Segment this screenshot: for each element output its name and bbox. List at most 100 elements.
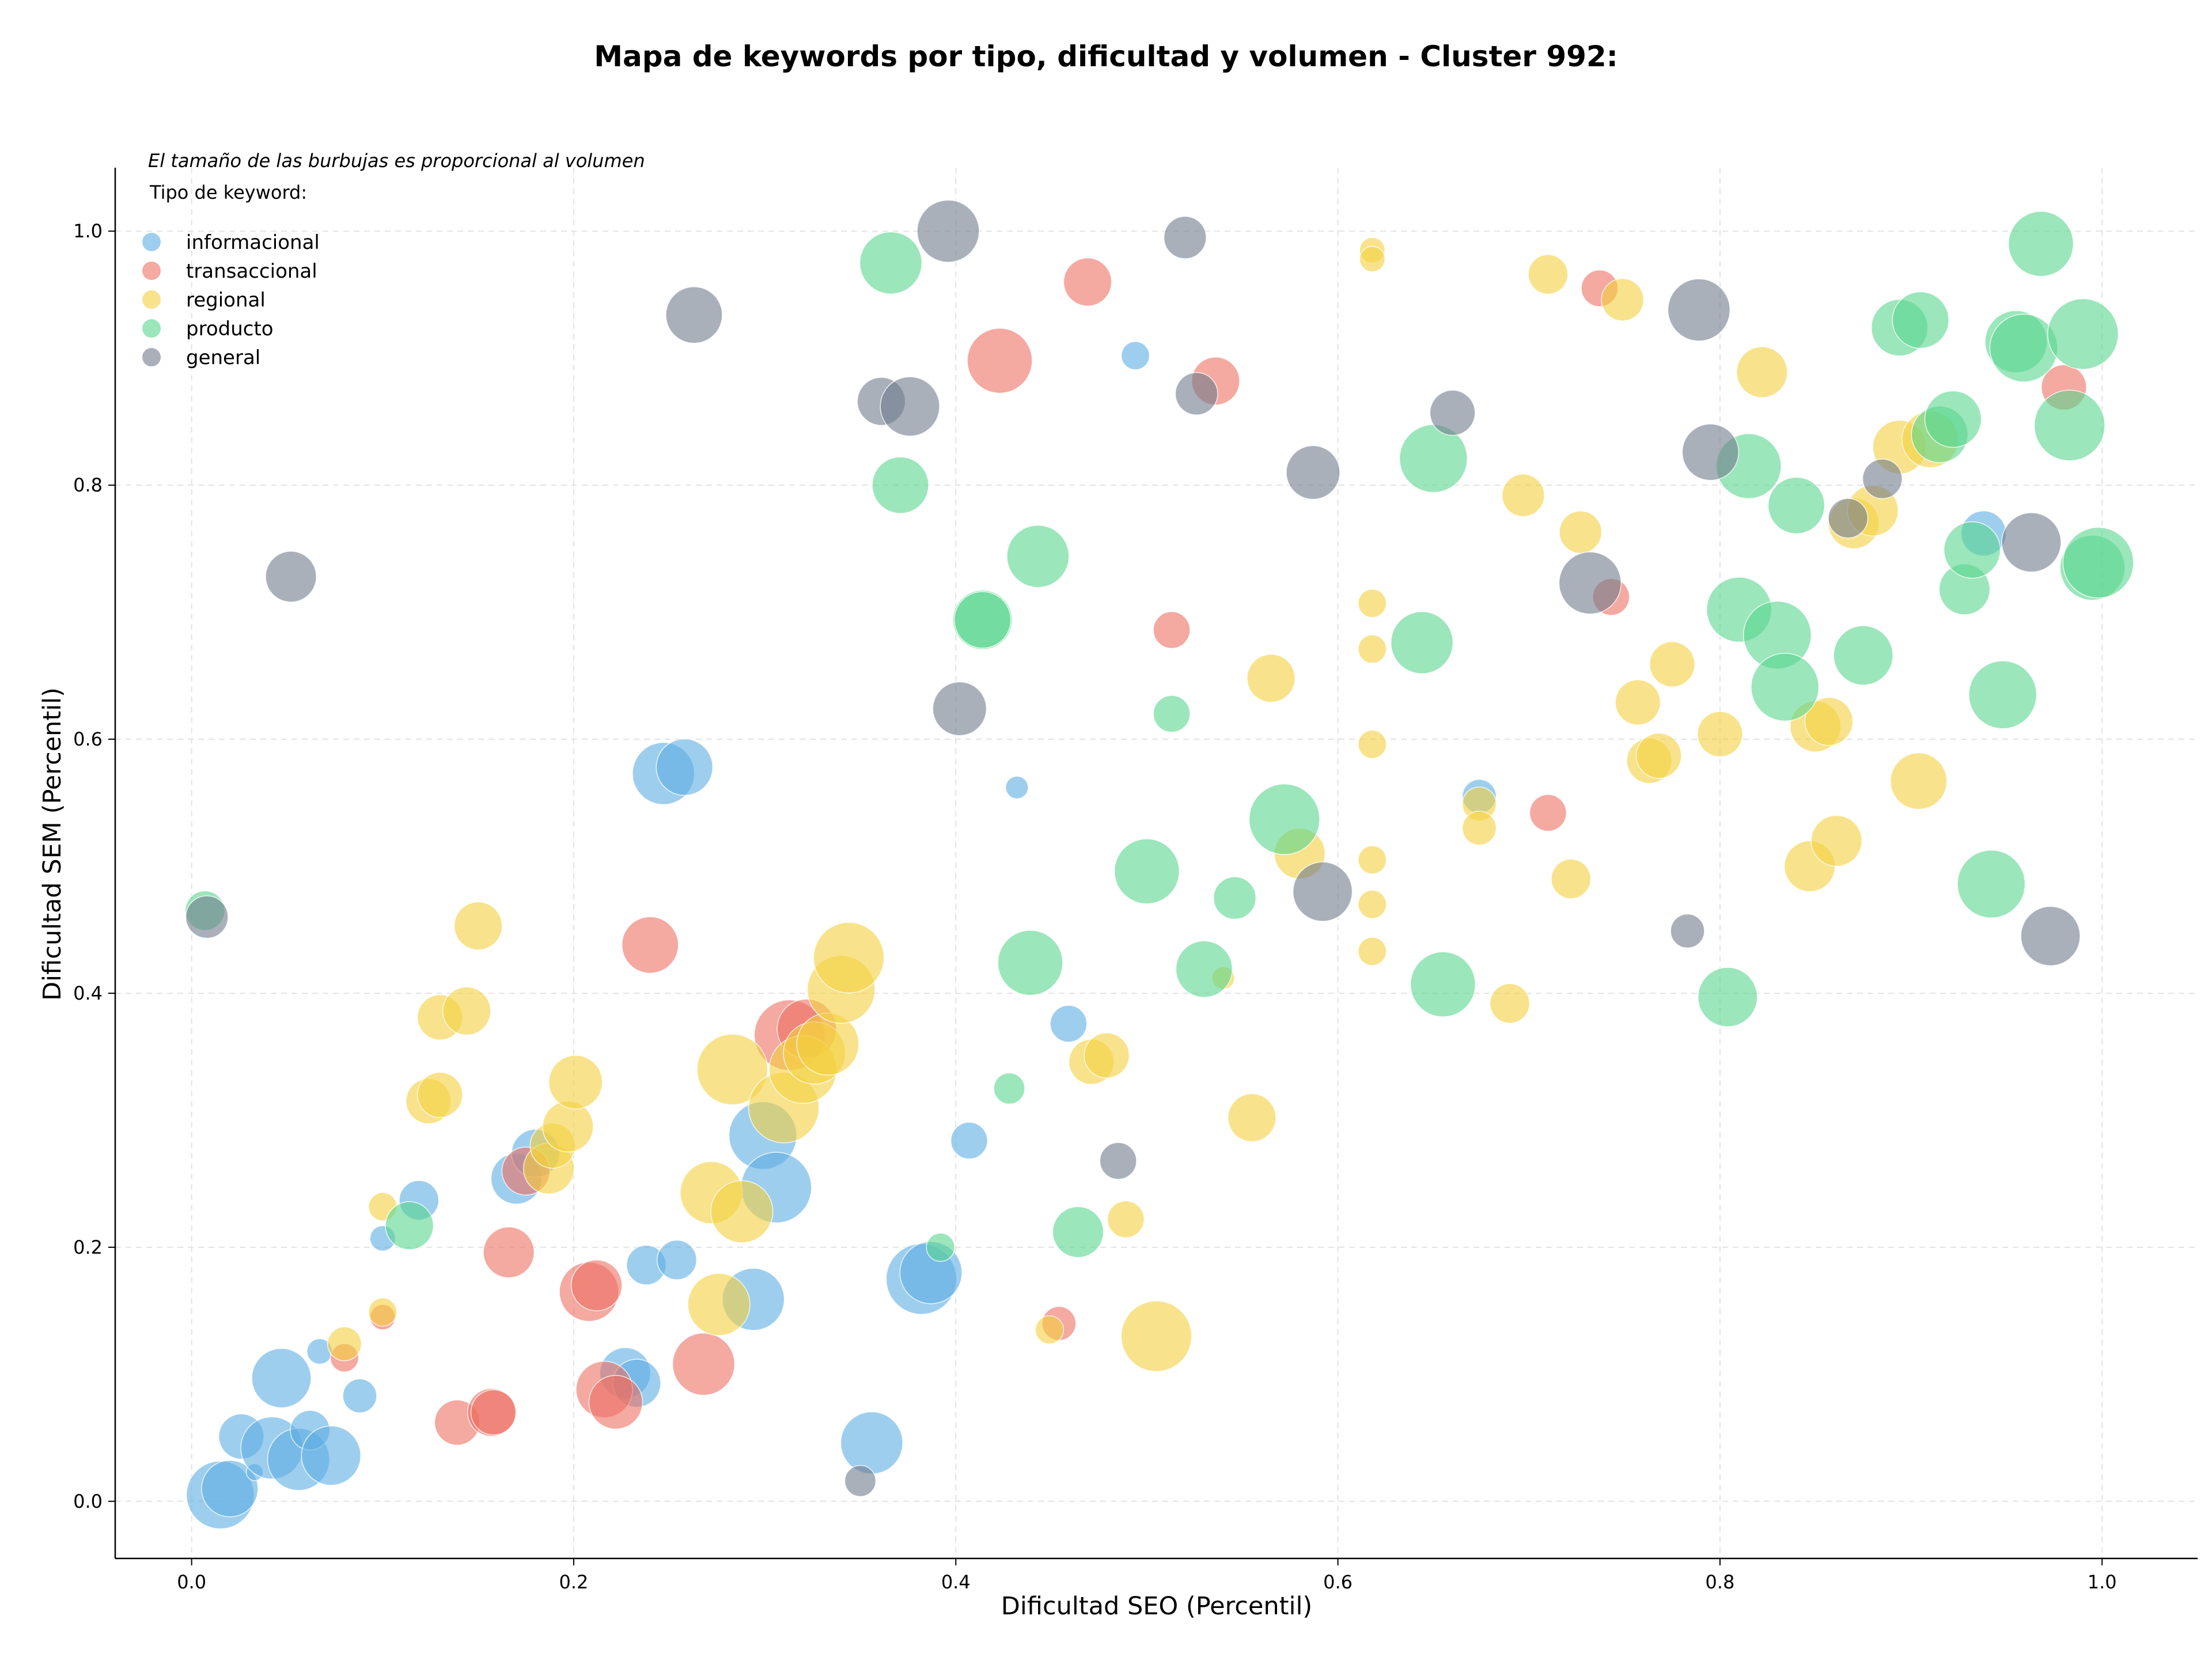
data-point bbox=[1410, 951, 1476, 1017]
data-point bbox=[1989, 313, 2058, 383]
data-point bbox=[621, 916, 679, 974]
data-point bbox=[453, 901, 503, 951]
data-point bbox=[1804, 697, 1854, 746]
data-point bbox=[442, 986, 491, 1036]
legend-item-regional: regional bbox=[142, 289, 266, 312]
y-tick-label: 0.6 bbox=[73, 728, 103, 750]
data-point bbox=[997, 929, 1063, 996]
data-point bbox=[1163, 215, 1207, 259]
data-point bbox=[1120, 341, 1150, 370]
data-point bbox=[1957, 849, 2026, 918]
data-point bbox=[844, 1465, 877, 1497]
x-ticks: 0.0 0.2 0.4 0.6 0.8 1.0 bbox=[177, 1558, 2117, 1593]
data-point bbox=[1063, 258, 1112, 307]
axes bbox=[114, 168, 2198, 1560]
data-point bbox=[1551, 858, 1592, 899]
legend-item-producto: producto bbox=[142, 317, 274, 340]
data-point bbox=[1833, 625, 1893, 686]
data-point bbox=[1736, 346, 1788, 398]
data-point bbox=[548, 1054, 603, 1110]
data-point bbox=[2047, 298, 2119, 370]
data-point bbox=[470, 1389, 517, 1436]
data-point bbox=[1213, 876, 1256, 920]
x-tick-label: 0.0 bbox=[177, 1571, 206, 1593]
legend-title: Tipo de keyword: bbox=[149, 181, 307, 203]
data-point bbox=[1035, 1315, 1065, 1345]
data-point bbox=[301, 1425, 361, 1486]
data-point bbox=[588, 1375, 643, 1430]
data-point bbox=[1358, 936, 1387, 966]
legend-item-informacional: informacional bbox=[142, 231, 320, 254]
legend-label: transaccional bbox=[186, 260, 317, 283]
data-point bbox=[932, 681, 987, 736]
data-points bbox=[184, 199, 2134, 1530]
data-point bbox=[342, 1378, 377, 1413]
data-point bbox=[2020, 906, 2081, 966]
data-point bbox=[201, 1459, 259, 1518]
data-point bbox=[1670, 913, 1705, 949]
x-tick-label: 0.4 bbox=[941, 1571, 971, 1593]
legend-marker bbox=[142, 348, 161, 366]
data-point bbox=[1890, 752, 1948, 810]
data-point bbox=[2062, 527, 2134, 599]
data-point bbox=[672, 1333, 736, 1396]
data-point bbox=[570, 1259, 623, 1311]
series-general bbox=[185, 199, 2081, 1497]
x-tick-label: 0.6 bbox=[1323, 1571, 1353, 1593]
data-point bbox=[926, 1232, 955, 1262]
data-point bbox=[2033, 389, 2105, 461]
data-point bbox=[1615, 679, 1661, 726]
x-tick-label: 0.2 bbox=[559, 1571, 589, 1593]
data-point bbox=[1696, 711, 1743, 758]
series-transaccional bbox=[329, 258, 2087, 1446]
data-point bbox=[916, 199, 980, 263]
legend-note: El tamaño de las burbujas es proporciona… bbox=[148, 150, 645, 172]
legend-marker bbox=[142, 233, 161, 251]
data-point bbox=[656, 738, 714, 796]
data-point bbox=[265, 551, 317, 603]
data-point bbox=[1390, 611, 1454, 675]
data-point bbox=[950, 1122, 988, 1160]
data-point bbox=[1667, 278, 1731, 342]
data-point bbox=[1175, 940, 1233, 998]
data-point bbox=[1461, 811, 1497, 846]
data-point bbox=[1601, 278, 1645, 321]
data-point bbox=[710, 1180, 774, 1243]
data-point bbox=[1924, 390, 1982, 448]
data-point bbox=[1810, 815, 1863, 867]
x-axis-label: Dificultad SEO (Percentil) bbox=[1001, 1592, 1312, 1621]
data-point bbox=[185, 895, 229, 939]
data-point bbox=[1559, 510, 1603, 554]
data-point bbox=[1359, 245, 1386, 273]
data-point bbox=[483, 1226, 535, 1278]
data-point bbox=[1247, 653, 1296, 703]
data-point bbox=[1681, 423, 1740, 481]
y-tick-label: 1.0 bbox=[73, 220, 103, 242]
series-regional bbox=[327, 237, 1959, 1372]
legend-marker bbox=[142, 319, 161, 338]
data-point bbox=[1005, 775, 1029, 800]
data-point bbox=[1649, 641, 1695, 687]
data-point bbox=[1528, 254, 1569, 295]
data-point bbox=[1751, 653, 1820, 722]
data-point bbox=[1697, 967, 1758, 1027]
data-point bbox=[1862, 459, 1903, 500]
data-point bbox=[2008, 211, 2074, 277]
data-point bbox=[657, 1239, 698, 1280]
legend-item-general: general bbox=[142, 346, 260, 369]
data-point bbox=[1120, 1300, 1192, 1372]
data-point bbox=[1892, 291, 1949, 349]
data-point bbox=[385, 1201, 434, 1250]
data-point bbox=[1248, 783, 1320, 855]
data-point bbox=[687, 1273, 751, 1336]
data-point bbox=[1358, 634, 1387, 664]
series-producto bbox=[184, 211, 2134, 1262]
y-axis-label: Dificultad SEM (Percentil) bbox=[38, 687, 67, 1001]
data-point bbox=[953, 591, 1012, 649]
data-point bbox=[1529, 794, 1567, 832]
data-point bbox=[1099, 1142, 1137, 1180]
legend-label: regional bbox=[186, 289, 266, 312]
y-tick-label: 0.4 bbox=[73, 982, 103, 1004]
data-point bbox=[1084, 1032, 1130, 1079]
